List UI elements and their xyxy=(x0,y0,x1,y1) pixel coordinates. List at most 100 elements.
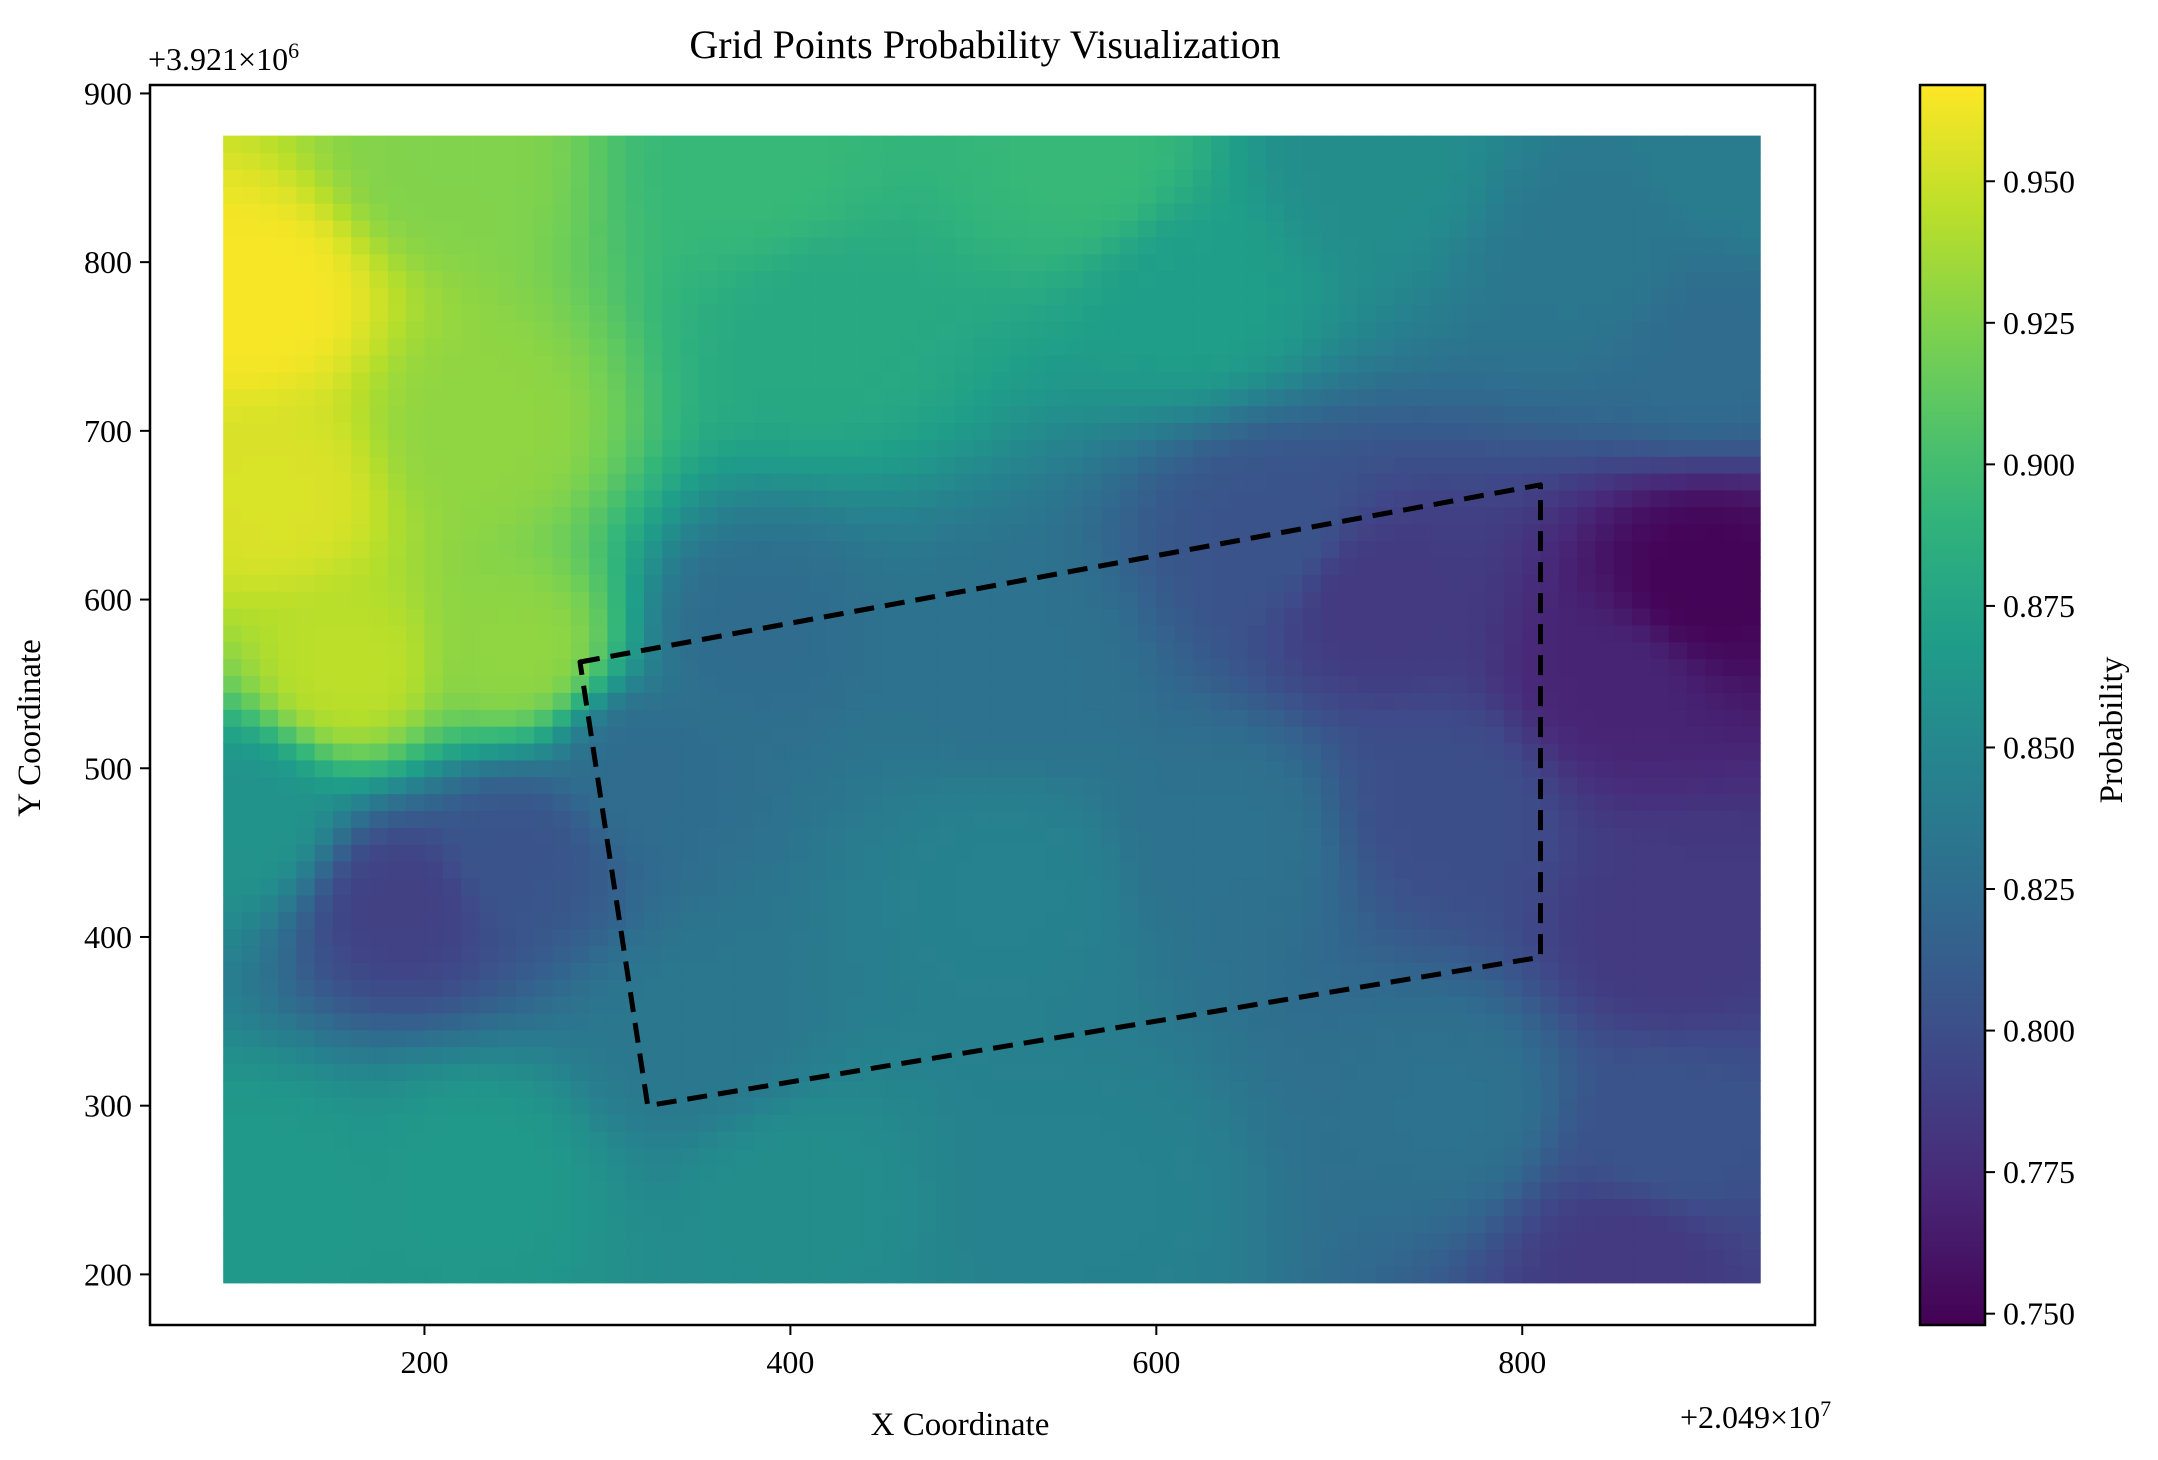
heatmap-cell xyxy=(753,557,773,575)
heatmap-cell xyxy=(1192,287,1212,305)
heatmap-cell xyxy=(1412,135,1432,154)
heatmap-cell xyxy=(753,540,773,558)
heatmap-cell xyxy=(1028,675,1048,693)
heatmap-cell xyxy=(1302,641,1322,660)
heatmap-cell xyxy=(973,675,993,693)
heatmap-cell xyxy=(314,287,334,305)
heatmap-cell xyxy=(497,354,517,373)
heatmap-cell xyxy=(1284,253,1304,272)
heatmap-cell xyxy=(278,1046,297,1065)
heatmap-cell xyxy=(1467,186,1487,204)
heatmap-cell xyxy=(625,793,645,812)
heatmap-cell xyxy=(1247,456,1267,474)
heatmap-cell xyxy=(1522,726,1542,744)
heatmap-cell xyxy=(278,1181,297,1200)
heatmap-cell xyxy=(698,607,718,626)
heatmap-cell xyxy=(1229,152,1249,170)
heatmap-cell xyxy=(1119,338,1139,356)
heatmap-cell xyxy=(1522,979,1542,997)
heatmap-cell xyxy=(772,1063,791,1081)
heatmap-cell xyxy=(1412,1249,1432,1267)
heatmap-cell xyxy=(845,489,865,508)
heatmap-cell xyxy=(607,287,627,305)
heatmap-cell xyxy=(1211,742,1231,761)
heatmap-cell xyxy=(1009,186,1029,204)
heatmap-cell xyxy=(1430,928,1450,947)
heatmap-cell xyxy=(1375,1164,1395,1183)
heatmap-cell xyxy=(1101,506,1121,525)
heatmap-cell xyxy=(1375,557,1395,575)
heatmap-cell xyxy=(479,405,499,424)
heatmap-cell xyxy=(351,304,371,322)
heatmap-cell xyxy=(1320,186,1340,204)
heatmap-cell xyxy=(1266,523,1285,542)
heatmap-cell xyxy=(1522,270,1542,289)
heatmap-cell xyxy=(461,1147,480,1166)
heatmap-cell xyxy=(1302,962,1322,980)
heatmap-cell xyxy=(406,911,426,930)
heatmap-cell xyxy=(1449,236,1468,255)
heatmap-cell xyxy=(1394,658,1414,677)
heatmap-cell xyxy=(1009,236,1029,255)
heatmap-cell xyxy=(1522,709,1542,727)
heatmap-cell xyxy=(1320,1265,1340,1284)
heatmap-cell xyxy=(1485,1063,1505,1081)
heatmap-cell xyxy=(1540,557,1560,575)
heatmap-cell xyxy=(1247,607,1267,626)
heatmap-cell xyxy=(369,624,389,643)
heatmap-cell xyxy=(296,979,316,997)
heatmap-cell xyxy=(1156,523,1176,542)
heatmap-cell xyxy=(497,152,517,170)
heatmap-cell xyxy=(1540,658,1560,677)
heatmap-cell xyxy=(296,152,316,170)
heatmap-cell xyxy=(955,1198,974,1216)
heatmap-cell xyxy=(589,523,609,542)
heatmap-cell xyxy=(717,405,737,424)
heatmap-cell xyxy=(515,371,535,390)
heatmap-cell xyxy=(772,405,791,424)
heatmap-cell xyxy=(442,624,462,643)
heatmap-cell xyxy=(1449,776,1468,795)
heatmap-cell xyxy=(1302,354,1322,373)
heatmap-cell xyxy=(918,1097,938,1115)
heatmap-cell xyxy=(735,742,755,761)
heatmap-cell xyxy=(1467,624,1487,643)
heatmap-cell xyxy=(1083,523,1103,542)
heatmap-cell xyxy=(1192,979,1212,997)
heatmap-cell xyxy=(881,270,901,289)
heatmap-cell xyxy=(936,861,956,879)
heatmap-cell xyxy=(1503,1265,1523,1284)
heatmap-cell xyxy=(1357,692,1377,710)
heatmap-cell xyxy=(1009,135,1029,154)
heatmap-cell xyxy=(1339,388,1359,407)
heatmap-cell xyxy=(662,523,682,542)
heatmap-cell xyxy=(241,945,261,963)
heatmap-cell xyxy=(1192,1164,1212,1183)
heatmap-cell xyxy=(515,304,535,322)
heatmap-cell xyxy=(223,1012,243,1031)
heatmap-cell xyxy=(918,793,938,812)
heatmap-cell xyxy=(991,742,1011,761)
heatmap-cell xyxy=(461,456,480,474)
heatmap-cell xyxy=(570,844,590,862)
heatmap-cell xyxy=(314,439,334,457)
heatmap-cell xyxy=(1375,540,1395,558)
heatmap-cell xyxy=(790,1147,810,1166)
heatmap-cell xyxy=(479,591,499,609)
heatmap-cell xyxy=(1449,270,1468,289)
heatmap-cell xyxy=(296,877,316,896)
heatmap-cell xyxy=(1485,641,1505,660)
heatmap-cell xyxy=(1138,489,1157,508)
heatmap-cell xyxy=(1064,236,1084,255)
heatmap-cell xyxy=(826,388,846,407)
heatmap-cell xyxy=(387,1080,407,1098)
heatmap-cell xyxy=(589,1080,609,1098)
heatmap-cell xyxy=(332,135,352,154)
heatmap-cell xyxy=(1064,1063,1084,1081)
heatmap-cell xyxy=(1192,793,1212,812)
heatmap-cell xyxy=(1266,945,1285,963)
heatmap-cell xyxy=(1522,371,1542,390)
heatmap-cell xyxy=(644,658,663,677)
heatmap-cell xyxy=(936,979,956,997)
heatmap-cell xyxy=(1138,540,1157,558)
